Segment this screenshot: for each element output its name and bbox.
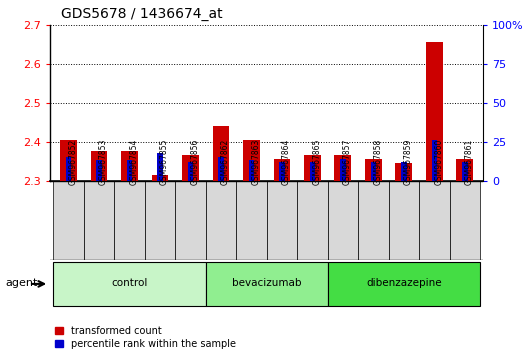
Bar xyxy=(340,159,345,181)
FancyBboxPatch shape xyxy=(53,262,206,306)
Bar xyxy=(127,160,132,181)
FancyBboxPatch shape xyxy=(53,181,84,260)
FancyBboxPatch shape xyxy=(327,181,358,260)
Bar xyxy=(243,140,260,181)
Bar xyxy=(218,157,223,181)
Text: GSM967854: GSM967854 xyxy=(129,138,138,184)
Bar xyxy=(426,42,442,181)
Bar xyxy=(121,151,138,181)
Bar xyxy=(60,140,77,181)
Text: GSM967853: GSM967853 xyxy=(99,138,108,184)
Bar xyxy=(66,157,71,181)
Bar xyxy=(365,159,382,181)
Bar xyxy=(274,159,290,181)
Text: GSM967862: GSM967862 xyxy=(221,138,230,184)
Text: GSM967863: GSM967863 xyxy=(251,138,260,184)
Text: GSM967856: GSM967856 xyxy=(191,138,200,184)
Bar xyxy=(371,162,376,181)
FancyBboxPatch shape xyxy=(206,181,236,260)
Text: GSM967858: GSM967858 xyxy=(373,138,382,184)
Bar xyxy=(279,162,285,181)
FancyBboxPatch shape xyxy=(175,181,206,260)
FancyBboxPatch shape xyxy=(114,181,145,260)
FancyBboxPatch shape xyxy=(389,181,419,260)
Text: GSM967852: GSM967852 xyxy=(69,138,78,184)
Text: GSM967855: GSM967855 xyxy=(160,138,169,184)
Legend: transformed count, percentile rank within the sample: transformed count, percentile rank withi… xyxy=(55,326,235,349)
Bar xyxy=(152,175,168,181)
Text: GDS5678 / 1436674_at: GDS5678 / 1436674_at xyxy=(61,7,222,21)
Bar xyxy=(456,159,473,181)
Bar xyxy=(91,151,107,181)
Text: bevacizumab: bevacizumab xyxy=(232,278,301,288)
FancyBboxPatch shape xyxy=(206,262,327,306)
Text: GSM967861: GSM967861 xyxy=(465,138,474,184)
FancyBboxPatch shape xyxy=(84,181,114,260)
Bar xyxy=(310,162,315,181)
FancyBboxPatch shape xyxy=(327,262,480,306)
Bar xyxy=(249,160,254,181)
FancyBboxPatch shape xyxy=(145,181,175,260)
Bar xyxy=(462,162,467,181)
FancyBboxPatch shape xyxy=(358,181,389,260)
Bar xyxy=(182,155,199,181)
Bar xyxy=(432,140,437,181)
Text: control: control xyxy=(111,278,148,288)
Text: GSM967864: GSM967864 xyxy=(282,138,291,184)
FancyBboxPatch shape xyxy=(449,181,480,260)
FancyBboxPatch shape xyxy=(297,181,327,260)
FancyBboxPatch shape xyxy=(419,181,449,260)
Bar xyxy=(188,162,193,181)
Bar xyxy=(401,162,407,181)
Text: GSM967857: GSM967857 xyxy=(343,138,352,184)
Bar xyxy=(157,153,163,181)
Bar xyxy=(395,163,412,181)
Bar xyxy=(96,160,101,181)
Text: GSM967860: GSM967860 xyxy=(435,138,444,184)
Text: dibenzazepine: dibenzazepine xyxy=(366,278,441,288)
Text: GSM967865: GSM967865 xyxy=(313,138,322,184)
Bar xyxy=(212,126,229,181)
FancyBboxPatch shape xyxy=(236,181,267,260)
Bar xyxy=(334,155,351,181)
FancyBboxPatch shape xyxy=(267,181,297,260)
Bar xyxy=(304,155,321,181)
Text: GSM967859: GSM967859 xyxy=(404,138,413,184)
Text: agent: agent xyxy=(5,278,37,288)
